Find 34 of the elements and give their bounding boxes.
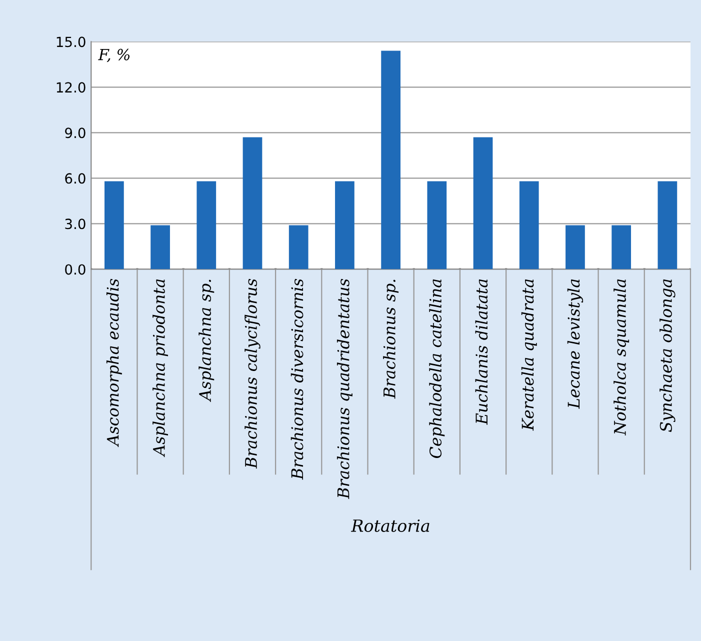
bar (335, 181, 354, 270)
bar (658, 181, 678, 270)
bar (196, 181, 216, 270)
x-tick-label: Brachionus calyciflorus (244, 278, 260, 469)
y-tick-label: 15.0 (56, 36, 86, 48)
bar (242, 137, 262, 270)
x-tick-label: Synchaeta oblonga (660, 279, 676, 432)
x-tick-label: Asplanchna priodonta (152, 279, 168, 458)
y-tick-label: 0.0 (65, 264, 86, 275)
y-tick-label: 12.0 (56, 82, 86, 93)
bar (427, 181, 447, 270)
y-tick-label: 6.0 (65, 173, 86, 184)
bar (612, 225, 632, 270)
x-tick-label: Notholca squamula (614, 279, 630, 436)
x-tick-label: Brachionus sp. (383, 280, 399, 399)
x-tick-label: Keratella quadrata (521, 279, 537, 431)
bar (566, 225, 585, 270)
bar (150, 225, 170, 270)
x-tick-label: Ascomorpha ecaudis (106, 278, 122, 448)
x-tick-label: Brachionus quadridentatus (336, 278, 352, 500)
y-tick-label: 9.0 (65, 128, 86, 138)
bar (473, 137, 493, 270)
bar (104, 181, 124, 270)
x-tick-label: Cephalodella catellina (429, 279, 445, 458)
y-tick-label: 3.0 (65, 218, 86, 230)
bar (519, 181, 539, 270)
bar (288, 225, 308, 270)
y-axis-title: F, % (98, 48, 130, 62)
x-tick-label: Brachionus diversicornis (290, 278, 304, 480)
x-tick-label: Asplanchna sp. (198, 280, 214, 402)
x-tick-label: Euchlanis dilatata (475, 279, 488, 425)
bar (381, 50, 400, 270)
x-axis-title: Rotatoria (350, 519, 430, 532)
x-tick-label: Lecane levistyla (567, 279, 584, 409)
